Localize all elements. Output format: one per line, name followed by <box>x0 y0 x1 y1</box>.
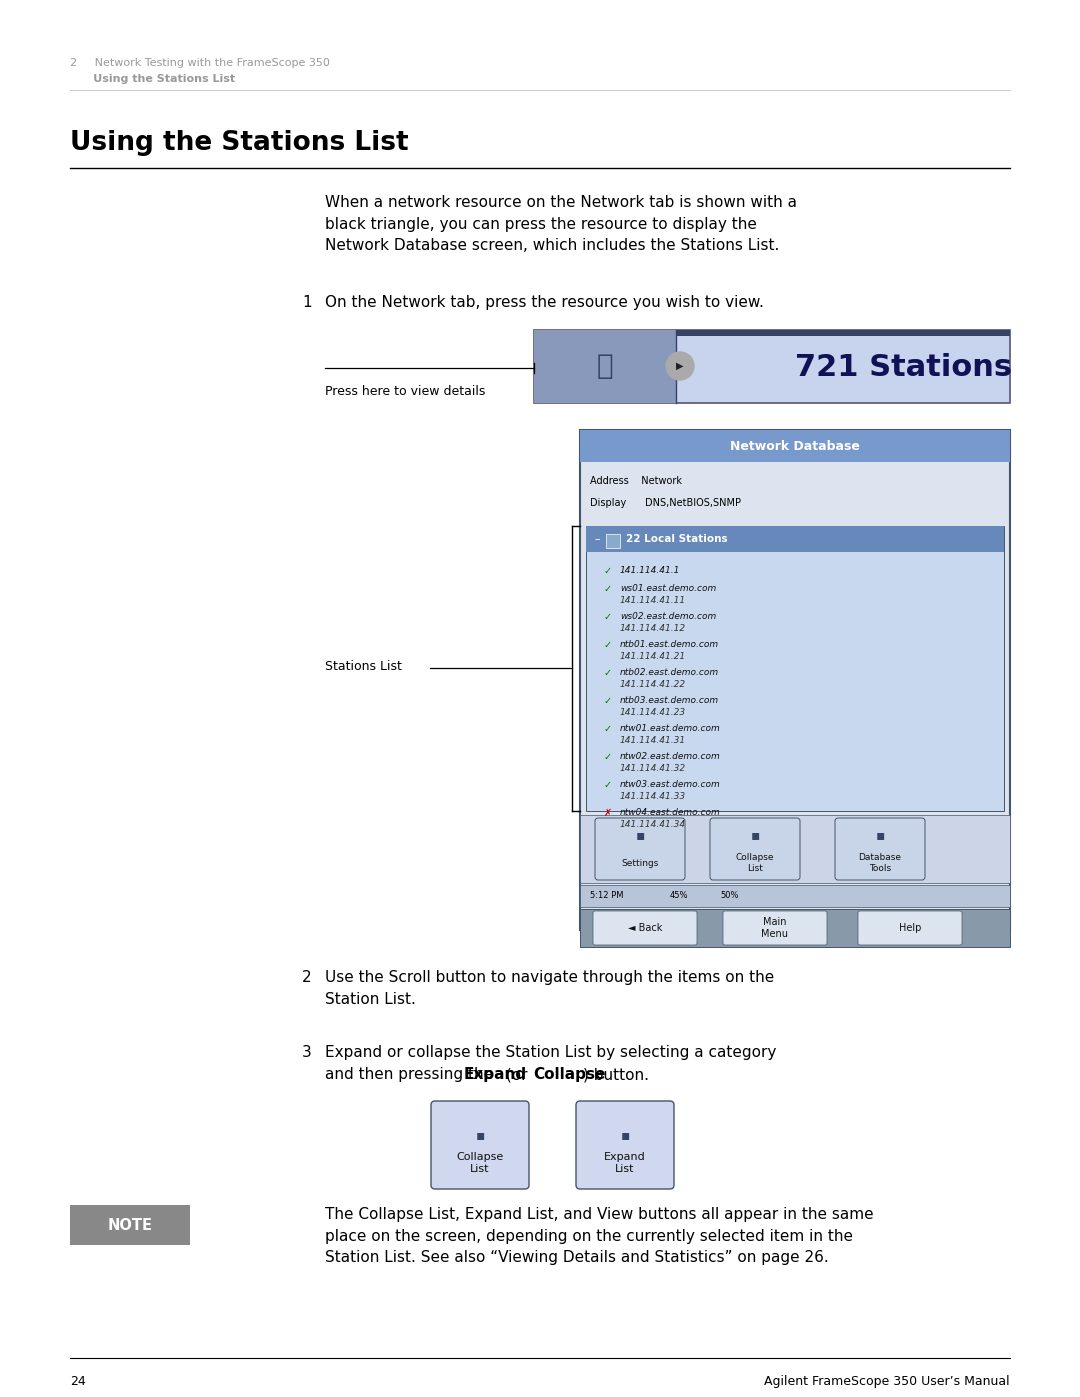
Bar <box>534 330 1010 402</box>
Text: 1: 1 <box>302 295 312 310</box>
Circle shape <box>666 352 694 380</box>
Text: NOTE: NOTE <box>108 1218 152 1232</box>
FancyBboxPatch shape <box>595 819 685 880</box>
Text: 141.114.41.11: 141.114.41.11 <box>620 597 686 605</box>
Text: ◄ Back: ◄ Back <box>627 923 662 933</box>
Text: ▪: ▪ <box>635 828 645 842</box>
Text: ntw04.east.demo.com: ntw04.east.demo.com <box>620 807 720 817</box>
Text: Agilent FrameScope 350 User’s Manual: Agilent FrameScope 350 User’s Manual <box>765 1375 1010 1389</box>
Text: ▪: ▪ <box>475 1127 485 1141</box>
Bar <box>580 430 1010 930</box>
Text: Collapse
List: Collapse List <box>735 854 774 873</box>
Text: 141.114.41.12: 141.114.41.12 <box>620 624 686 633</box>
Text: On the Network tab, press the resource you wish to view.: On the Network tab, press the resource y… <box>325 295 764 310</box>
Text: Help: Help <box>899 923 921 933</box>
Text: ✓: ✓ <box>604 566 612 576</box>
Bar <box>70 1206 190 1245</box>
Text: 141.114.41.21: 141.114.41.21 <box>620 652 686 661</box>
Text: ✓: ✓ <box>604 612 612 622</box>
Text: ✗: ✗ <box>604 807 612 819</box>
Text: –: – <box>594 534 599 543</box>
Text: When a network resource on the Network tab is shown with a
black triangle, you c: When a network resource on the Network t… <box>325 196 797 253</box>
Text: ▶: ▶ <box>676 360 684 372</box>
Text: Press here to view details: Press here to view details <box>325 386 485 398</box>
Text: ✓: ✓ <box>604 696 612 705</box>
Text: ✓: ✓ <box>604 668 612 678</box>
Text: ) button.: ) button. <box>583 1067 649 1083</box>
Text: Address    Network: Address Network <box>590 476 681 486</box>
Bar <box>586 527 1004 812</box>
FancyBboxPatch shape <box>593 911 697 944</box>
Text: 5:12 PM: 5:12 PM <box>590 891 623 901</box>
Text: 2     Network Testing with the FrameScope 350: 2 Network Testing with the FrameScope 35… <box>70 59 329 68</box>
Text: (or: (or <box>501 1067 532 1083</box>
Text: 🖧: 🖧 <box>596 352 613 380</box>
Text: ✓: ✓ <box>604 584 612 594</box>
Text: ntb02.east.demo.com: ntb02.east.demo.com <box>620 668 719 678</box>
Text: ✓: ✓ <box>604 780 612 789</box>
Text: ws02.east.demo.com: ws02.east.demo.com <box>620 612 716 622</box>
Text: 24: 24 <box>70 1375 85 1389</box>
Bar <box>580 430 1010 462</box>
Text: 141.114.41.31: 141.114.41.31 <box>620 736 686 745</box>
Text: 141.114.41.1: 141.114.41.1 <box>620 566 680 576</box>
Text: 141.114.41.23: 141.114.41.23 <box>620 708 686 717</box>
Text: 721 Stations: 721 Stations <box>795 353 1012 383</box>
Text: Settings: Settings <box>621 859 659 868</box>
Text: 2: 2 <box>302 970 312 985</box>
FancyBboxPatch shape <box>835 819 924 880</box>
Text: ntw01.east.demo.com: ntw01.east.demo.com <box>620 724 720 733</box>
Bar <box>534 330 1010 337</box>
Text: ✓: ✓ <box>604 724 612 733</box>
Text: Expand: Expand <box>463 1067 527 1083</box>
Text: ntb01.east.demo.com: ntb01.east.demo.com <box>620 640 719 650</box>
Bar <box>580 814 1010 883</box>
Text: ✓: ✓ <box>604 752 612 761</box>
Text: Using the Stations List: Using the Stations List <box>70 74 235 84</box>
Text: The Collapse List, Expand List, and View buttons all appear in the same
place on: The Collapse List, Expand List, and View… <box>325 1207 874 1266</box>
Text: Stations List: Stations List <box>325 659 402 673</box>
Text: Database
Tools: Database Tools <box>859 854 902 873</box>
Bar <box>606 534 620 548</box>
FancyBboxPatch shape <box>576 1101 674 1189</box>
Text: 141.114.41.34: 141.114.41.34 <box>620 820 686 828</box>
Text: 50%: 50% <box>720 891 739 901</box>
Bar <box>580 886 1010 907</box>
Text: ▪: ▪ <box>875 828 885 842</box>
Text: Main
Menu: Main Menu <box>761 918 788 939</box>
Bar <box>580 909 1010 947</box>
Text: 141.114.41.33: 141.114.41.33 <box>620 792 686 800</box>
Text: ▪: ▪ <box>620 1127 630 1141</box>
Text: ws01.east.demo.com: ws01.east.demo.com <box>620 584 716 592</box>
Text: Use the Scroll button to navigate through the items on the
Station List.: Use the Scroll button to navigate throug… <box>325 970 774 1007</box>
Text: ntw02.east.demo.com: ntw02.east.demo.com <box>620 752 720 761</box>
Text: Collapse
List: Collapse List <box>457 1153 503 1173</box>
Text: 141.114.41.22: 141.114.41.22 <box>620 680 686 689</box>
Text: ▪: ▪ <box>751 828 759 842</box>
Text: Expand or collapse the Station List by selecting a category: Expand or collapse the Station List by s… <box>325 1045 777 1060</box>
Text: 22 Local Stations: 22 Local Stations <box>626 534 728 543</box>
Text: ✓: ✓ <box>604 640 612 650</box>
Text: Display      DNS,NetBIOS,SNMP: Display DNS,NetBIOS,SNMP <box>590 497 741 509</box>
Text: Collapse: Collapse <box>532 1067 605 1083</box>
FancyBboxPatch shape <box>858 911 962 944</box>
Text: Network Database: Network Database <box>730 440 860 453</box>
Text: 141.114.41.32: 141.114.41.32 <box>620 764 686 773</box>
Text: 45%: 45% <box>670 891 689 901</box>
Bar <box>534 330 676 402</box>
Text: Using the Stations List: Using the Stations List <box>70 130 408 156</box>
Text: ntb03.east.demo.com: ntb03.east.demo.com <box>620 696 719 705</box>
Text: and then pressing the: and then pressing the <box>325 1067 498 1083</box>
FancyBboxPatch shape <box>710 819 800 880</box>
Text: 3: 3 <box>302 1045 312 1060</box>
FancyBboxPatch shape <box>431 1101 529 1189</box>
Text: Expand
List: Expand List <box>604 1153 646 1173</box>
FancyBboxPatch shape <box>723 911 827 944</box>
Text: ntw03.east.demo.com: ntw03.east.demo.com <box>620 780 720 789</box>
Bar <box>586 527 1004 552</box>
